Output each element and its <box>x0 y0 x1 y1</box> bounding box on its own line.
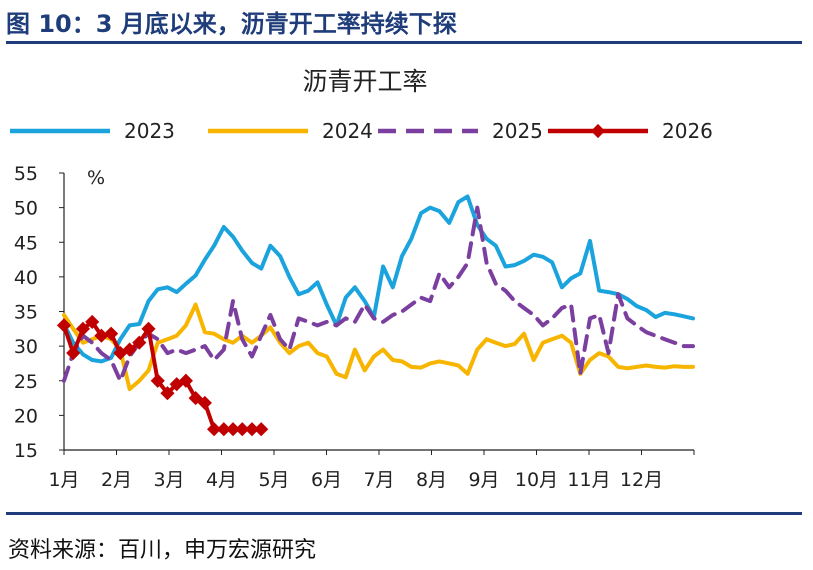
x-tick-label: 6月 <box>311 469 342 491</box>
x-tick-label: 5月 <box>258 469 289 491</box>
series-point-2026 <box>178 373 193 388</box>
x-tick-label: 11月 <box>567 469 610 491</box>
series-point-2026 <box>104 326 119 341</box>
series-point-2026 <box>85 314 100 329</box>
x-tick-label: 10月 <box>515 469 558 491</box>
title-rule <box>6 41 802 44</box>
series-point-2026 <box>207 422 222 437</box>
series-line-2024 <box>62 302 695 392</box>
y-tick-label: 15 <box>14 440 38 462</box>
y-tick-label: 20 <box>14 405 38 427</box>
y-tick-label: 40 <box>14 267 38 289</box>
series-point-2026 <box>56 318 72 333</box>
plot-area: 15 20 25 30 35 40 45 50 55 % 1月 2月 3月 4月 5月 6月 7月 8月 9月 10月… <box>14 163 695 491</box>
x-tick-label: 8月 <box>416 469 447 491</box>
chart-title: 沥青开工率 <box>302 67 427 96</box>
x-tick-label: 7月 <box>363 469 394 491</box>
x-tick-label: 2月 <box>101 469 132 491</box>
series-point-2026 <box>197 395 212 410</box>
series-point-2026 <box>132 335 147 350</box>
legend-label-2025: 2025 <box>492 119 543 143</box>
series-point-2026 <box>254 422 269 437</box>
series-point-2026 <box>141 321 156 336</box>
legend-label-2026: 2026 <box>662 119 713 143</box>
y-tick-label: 55 <box>14 163 38 185</box>
x-tick-label: 12月 <box>620 469 663 491</box>
series-point-2026 <box>94 328 109 343</box>
series-point-2026 <box>160 386 175 401</box>
series-point-2026 <box>235 422 250 437</box>
y-tick-label: 45 <box>14 232 38 254</box>
series-point-2026 <box>244 422 260 437</box>
figure-title: 图 10：3 月底以来，沥青开工率持续下探 <box>6 10 457 38</box>
series-point-2026 <box>150 373 165 388</box>
series-point-2026 <box>122 342 137 357</box>
series-point-2026 <box>66 345 81 361</box>
series-point-2026 <box>75 321 91 336</box>
y-tick-label: 25 <box>14 371 38 393</box>
source-rule <box>6 512 802 515</box>
source-note: 资料来源：百川，申万宏源研究 <box>8 538 317 563</box>
y-tick-label: 30 <box>14 336 38 358</box>
x-tick-label: 1月 <box>48 469 79 491</box>
line-chart: 沥青开工率 2023 2024 2025 2026 15202530354045505… <box>10 67 713 491</box>
y-tick-label: 35 <box>14 302 38 324</box>
legend-label-2024: 2024 <box>322 119 373 143</box>
series-point-2026 <box>216 422 231 437</box>
series-line-2025 <box>62 205 695 383</box>
series-point-2026 <box>225 422 241 437</box>
legend: 2023 2024 2025 2026 <box>10 119 713 143</box>
legend-label-2023: 2023 <box>124 119 175 143</box>
legend-marker-2026 <box>590 123 606 139</box>
series-line-2023 <box>62 194 695 364</box>
unit-label: % <box>87 167 105 189</box>
x-tick-label: 3月 <box>153 469 184 491</box>
y-tick-label: 50 <box>14 198 38 220</box>
x-tick-label: 4月 <box>206 469 237 491</box>
x-tick-label: 9月 <box>468 469 499 491</box>
